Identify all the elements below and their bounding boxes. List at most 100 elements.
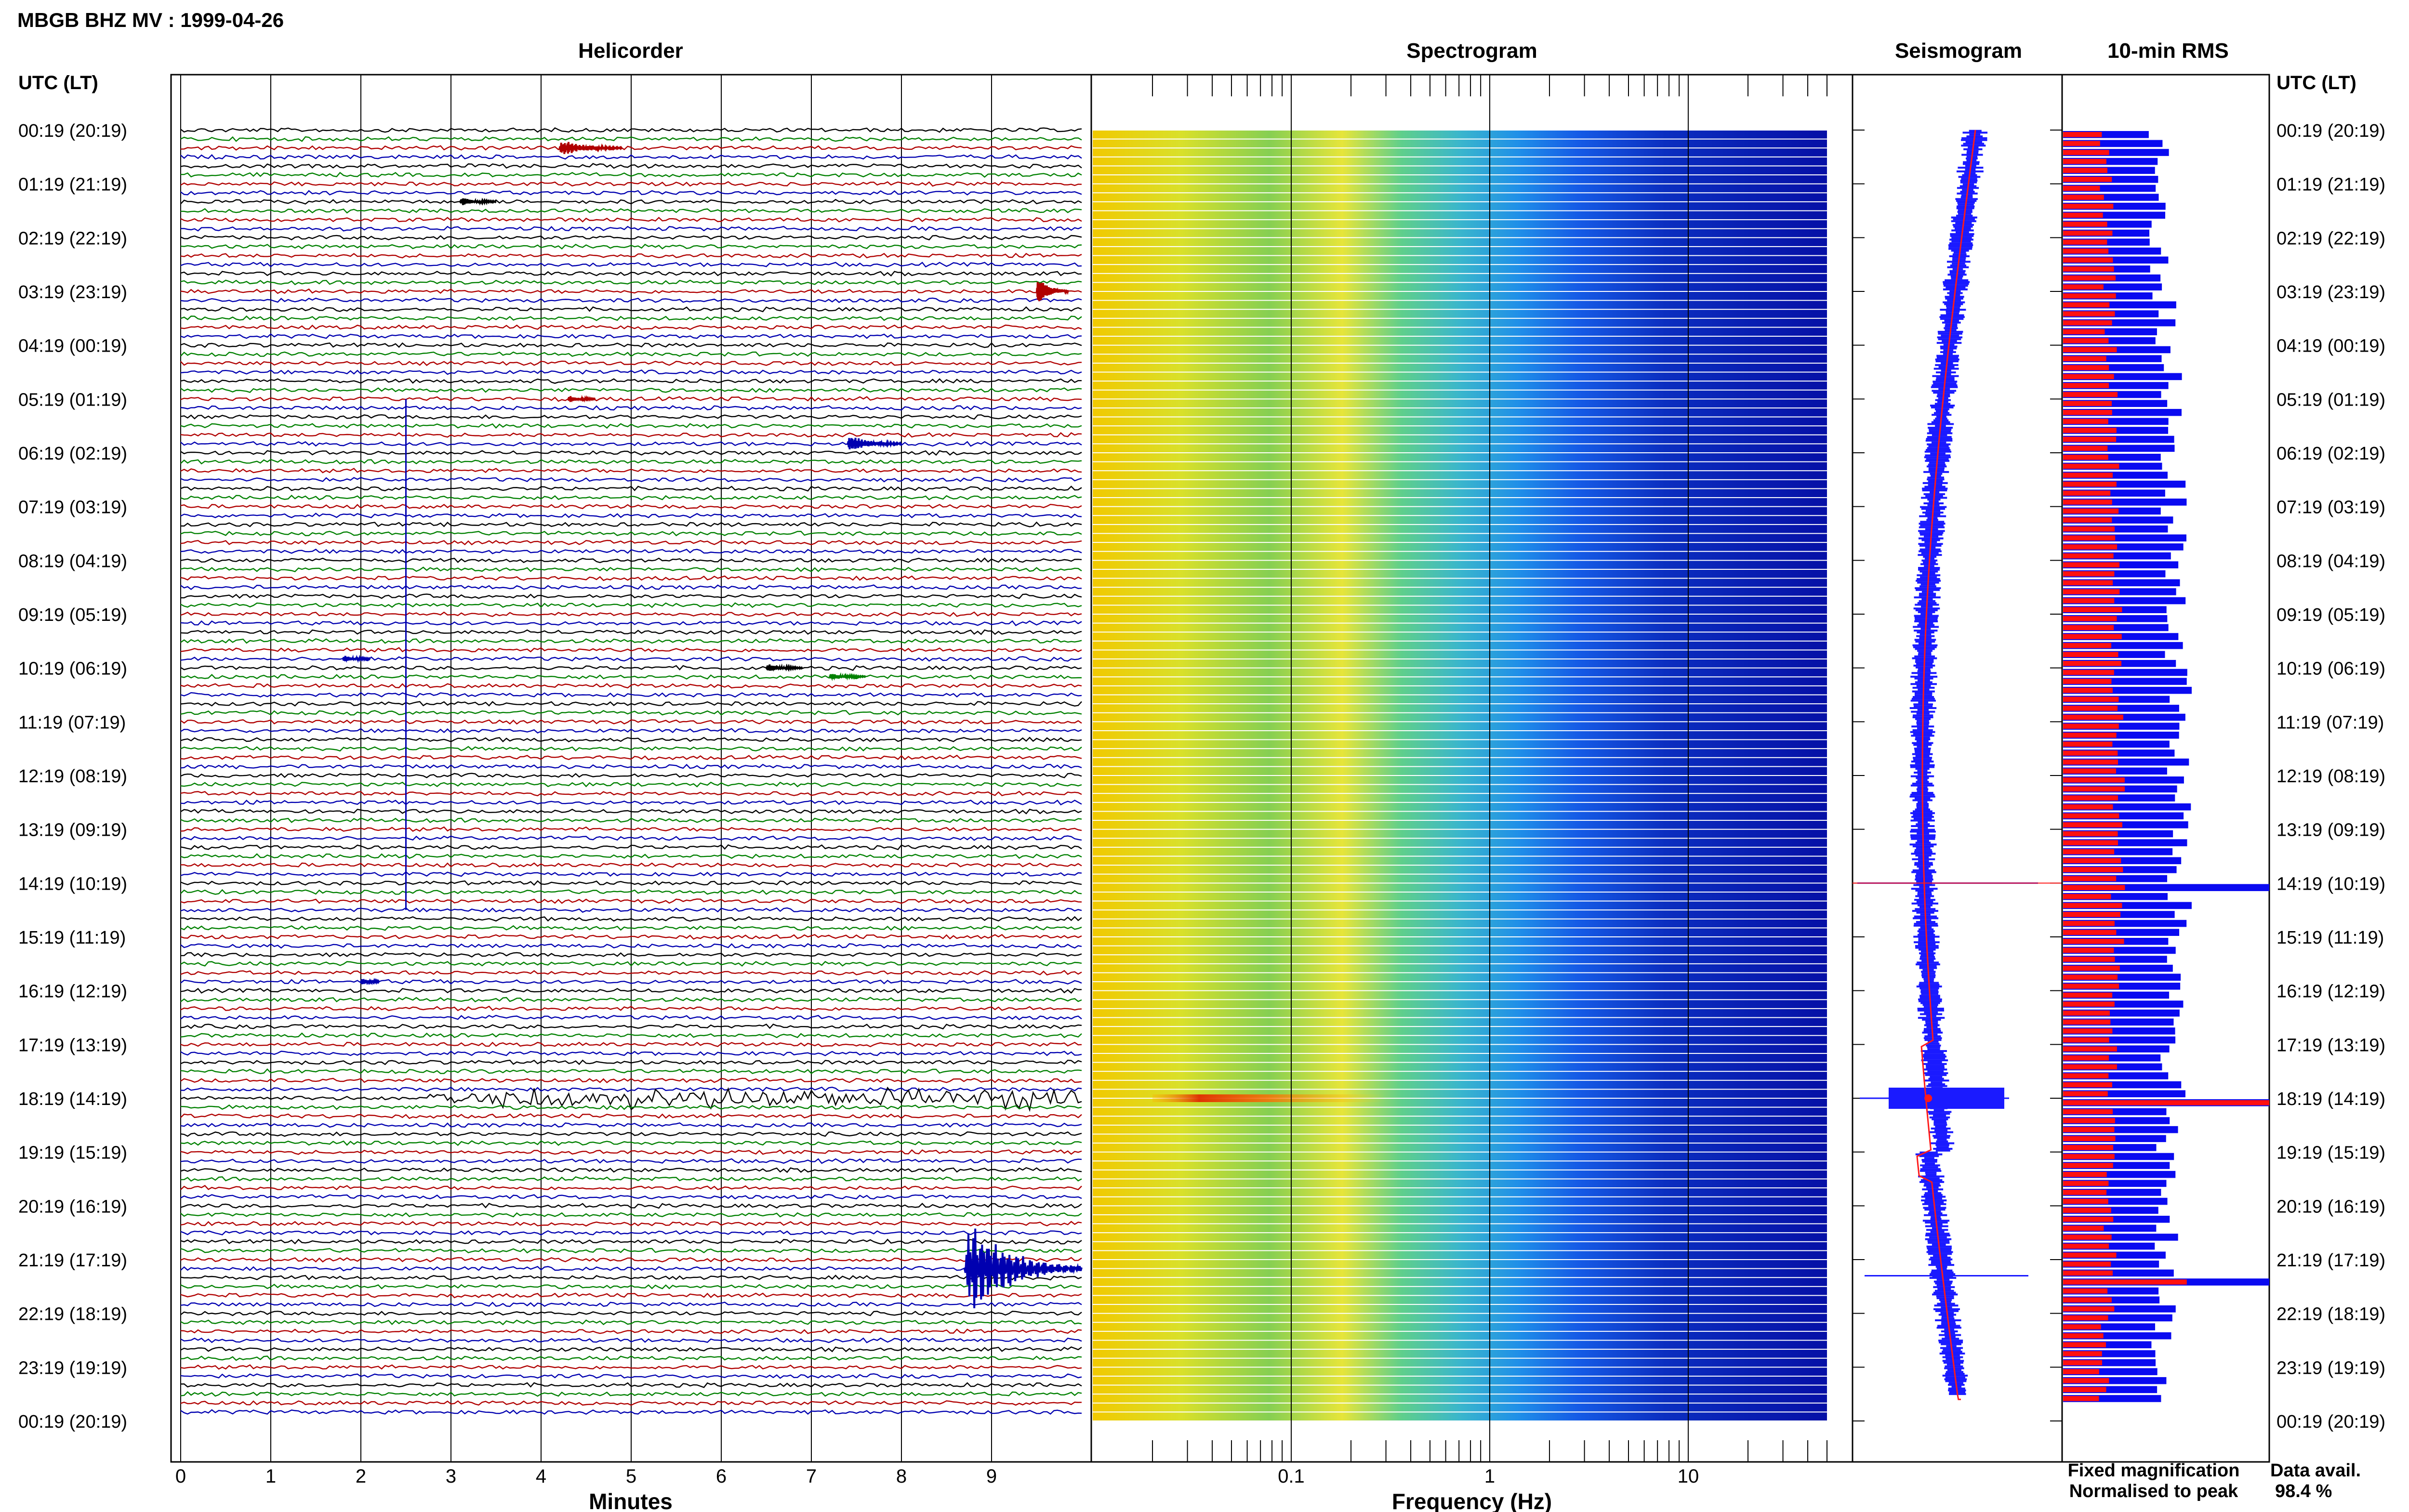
rms-bar-normalised	[2063, 795, 2118, 801]
helicorder-trace	[180, 1122, 1082, 1128]
spectrogram-row	[1093, 1206, 1827, 1214]
spectrogram-row	[1093, 901, 1827, 910]
spectrogram-row	[1093, 1269, 1827, 1277]
helicorder-trace	[180, 369, 1082, 375]
left-time-labels: 00:19 (20:19) 01:19 (21:19) 02:19 (22:19) 0…	[18, 121, 127, 1432]
spectrogram-row	[1093, 328, 1827, 336]
minute-tick-label: 5	[626, 1466, 636, 1487]
rms-bar-normalised	[2063, 1073, 2109, 1078]
spectrogram-row	[1093, 345, 1827, 354]
helicorder-trace	[180, 432, 1082, 438]
helicorder-trace	[180, 1292, 1082, 1299]
spectrogram-row	[1093, 1358, 1827, 1367]
rms-bar-normalised	[2063, 625, 2114, 631]
spectrogram-row	[1093, 650, 1827, 659]
helicorder-events	[342, 142, 1083, 1309]
helicorder-trace	[180, 1400, 1082, 1406]
right-time-label: 17:19 (13:19)	[2277, 1035, 2385, 1055]
spectrogram-row	[1093, 1350, 1827, 1358]
rms-bar-normalised	[2063, 1145, 2114, 1150]
data-availability-value: 98.4 %	[2275, 1481, 2332, 1501]
helicorder-trace	[180, 763, 1082, 770]
helicorder-trace	[180, 907, 1082, 913]
spectrogram-row	[1093, 1009, 1827, 1017]
spectrogram-row	[1093, 1278, 1827, 1286]
spectrogram-row	[1093, 202, 1827, 210]
left-time-label: 14:19 (10:19)	[18, 874, 127, 894]
spectrogram-row	[1093, 265, 1827, 273]
helicorder-trace	[180, 1382, 1082, 1388]
spectrogram-row	[1093, 435, 1827, 444]
rms-bar-normalised	[2063, 230, 2113, 236]
rms-bar-normalised	[2063, 490, 2111, 496]
spectrogram-row	[1093, 561, 1827, 569]
helicorder-trace	[180, 1391, 1082, 1397]
spectrogram-row	[1093, 166, 1827, 175]
left-time-label: 07:19 (03:19)	[18, 498, 127, 518]
helicorder-trace	[180, 1311, 1082, 1316]
rms-bar-normalised	[2063, 1118, 2115, 1123]
helicorder-trace	[180, 979, 1082, 985]
spectrogram-row	[1093, 498, 1827, 506]
seismogram-peak-block	[1889, 1088, 2004, 1109]
spectrogram-row	[1093, 892, 1827, 901]
rms-bar-normalised	[2063, 1019, 2111, 1025]
spectrogram-row	[1093, 337, 1827, 345]
helicorder-trace	[180, 1194, 1082, 1200]
spectrogram-row	[1093, 148, 1827, 157]
helicorder-trace	[180, 1023, 1082, 1030]
spectrogram-row	[1093, 910, 1827, 919]
rms-bar-normalised	[2063, 786, 2125, 792]
spectrogram-row	[1093, 462, 1827, 471]
spectrogram-row	[1093, 829, 1827, 838]
rms-bar-normalised	[2063, 1208, 2111, 1213]
helicorder-trace	[180, 754, 1082, 761]
helicorder-trace	[180, 145, 1082, 151]
left-time-label: 11:19 (07:19)	[18, 712, 126, 733]
right-time-label: 07:19 (03:19)	[2277, 498, 2385, 518]
helicorder-trace	[180, 441, 1082, 447]
rms-bar-normalised	[2063, 1243, 2109, 1249]
helicorder-trace	[180, 423, 1082, 429]
spectrogram-row	[1093, 480, 1827, 488]
helicorder-trace	[180, 1302, 1082, 1307]
spectrogram-row	[1093, 1260, 1827, 1268]
helicorder-trace	[180, 1203, 1082, 1209]
rms-bar-normalised	[2063, 1198, 2108, 1204]
spectrogram-row	[1093, 211, 1827, 220]
helicorder-trace	[180, 800, 1082, 806]
rms-bar-normalised	[2063, 132, 2102, 137]
rms-bar-normalised	[2063, 661, 2122, 666]
spectrogram-row	[1093, 1170, 1827, 1179]
rms-bar-normalised	[2063, 974, 2118, 980]
helicorder-trace	[180, 315, 1082, 321]
spectrogram-row	[1093, 847, 1827, 856]
helicorder-trace	[180, 198, 1082, 205]
helicorder-trace	[180, 934, 1082, 940]
spectrogram-row	[1093, 874, 1827, 883]
seismogram-normalised-line	[1916, 130, 1976, 1400]
spectrogram-row	[1093, 955, 1827, 963]
helicorder-trace	[180, 279, 1082, 286]
spectrogram-row	[1093, 704, 1827, 712]
helicorder-trace	[180, 324, 1082, 330]
helicorder-trace	[180, 1238, 1082, 1245]
spectrogram-row	[1093, 516, 1827, 524]
spectrogram-row	[1093, 856, 1827, 865]
rms-bar-normalised	[2063, 750, 2118, 756]
helicorder-trace	[180, 1346, 1082, 1353]
helicorder-trace	[180, 853, 1082, 859]
helicorder-trace	[180, 360, 1082, 366]
spectrogram-row	[1093, 220, 1827, 228]
helicorder-trace	[180, 252, 1082, 259]
rms-bar-normalised	[2063, 311, 2115, 316]
rms-bar-normalised	[2063, 526, 2115, 532]
helicorder-trace	[180, 1086, 1082, 1112]
helicorder-trace	[180, 351, 1082, 357]
rms-bar-normalised	[2063, 338, 2109, 343]
right-time-labels: 00:19 (20:19) 01:19 (21:19) 02:19 (22:19) 0…	[2277, 121, 2385, 1432]
rms-bar-normalised	[2063, 1396, 2099, 1401]
left-time-label: 20:19 (16:19)	[18, 1196, 127, 1217]
rms-bar-normalised	[2063, 723, 2119, 729]
spectrogram-row	[1093, 623, 1827, 632]
